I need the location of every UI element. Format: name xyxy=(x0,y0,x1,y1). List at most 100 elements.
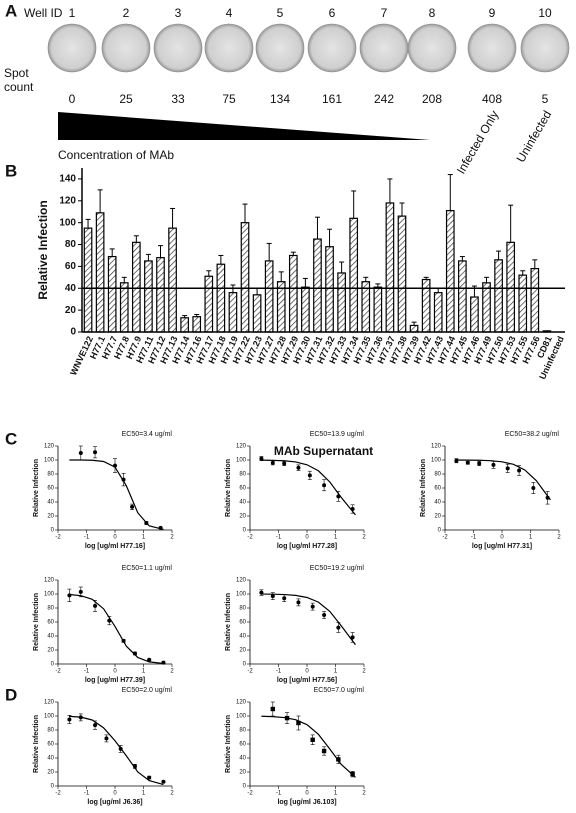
x-tick-label: 2 xyxy=(362,791,366,797)
y-tick-label: 80 xyxy=(47,472,54,478)
y-axis-label: Relative Infection xyxy=(225,593,232,651)
point xyxy=(161,660,166,665)
point xyxy=(284,715,290,721)
bar xyxy=(458,260,467,333)
x-axis-label: log [ug/ml J6.103] xyxy=(277,799,336,806)
annotation: EC50=2.0 ug/ml xyxy=(122,687,173,694)
bar xyxy=(385,202,395,333)
bar xyxy=(180,317,189,333)
well-id: 5 xyxy=(277,6,284,20)
point xyxy=(107,618,112,623)
bar xyxy=(518,274,528,333)
x-tick-label: 0 xyxy=(113,791,117,797)
point xyxy=(465,460,470,465)
x-tick-label: -2 xyxy=(55,791,61,797)
x-tick-label: -2 xyxy=(55,669,61,675)
fit-curve xyxy=(69,715,164,786)
x-tick-label: 2 xyxy=(362,669,366,675)
well-id: 9 xyxy=(489,6,496,20)
spot-count: 408 xyxy=(482,92,502,106)
point xyxy=(67,593,72,598)
y-tick-label: 60 xyxy=(47,620,54,626)
bar xyxy=(470,296,479,333)
x-tick-label: -1 xyxy=(276,535,282,541)
bar xyxy=(433,292,443,333)
y-axis-label: Relative Infection xyxy=(33,459,40,517)
well xyxy=(520,23,570,73)
bar xyxy=(337,272,346,333)
well xyxy=(153,23,203,73)
point xyxy=(132,651,137,656)
spot-count: 75 xyxy=(222,92,236,106)
point xyxy=(336,494,341,499)
point xyxy=(121,638,126,643)
well xyxy=(47,23,97,73)
point xyxy=(307,473,312,478)
fit-curve xyxy=(69,459,164,531)
panel-label: C xyxy=(5,429,17,448)
x-tick-label: 1 xyxy=(334,791,338,797)
y-axis-label: Relative Infection xyxy=(225,459,232,517)
point xyxy=(93,450,98,455)
point xyxy=(505,466,510,471)
well-id: 2 xyxy=(123,6,130,20)
y-tick-label: 0 xyxy=(438,528,442,534)
x-tick-label: -1 xyxy=(276,669,282,675)
y-tick-label: 0 xyxy=(51,528,55,534)
spot-count: 5 xyxy=(542,92,549,106)
point xyxy=(531,486,536,490)
gradient-label: Concentration of MAb xyxy=(58,148,174,162)
x-tick-label: -2 xyxy=(55,535,61,541)
y-tick-label: 80 xyxy=(239,472,246,478)
annotation: EC50=3.4 ug/ml xyxy=(122,431,173,438)
y-tick-label: 60 xyxy=(239,620,246,626)
y-tick-label: 20 xyxy=(434,514,441,520)
well-id: 6 xyxy=(329,6,336,20)
point xyxy=(104,736,109,741)
point xyxy=(350,507,355,511)
well-id: 7 xyxy=(381,6,388,20)
point xyxy=(310,604,315,609)
y-tick-label: 0 xyxy=(51,662,55,668)
y-tick-label: 120 xyxy=(431,444,442,450)
bar xyxy=(397,215,407,333)
point xyxy=(517,468,522,473)
control-label: Uninfected xyxy=(514,108,555,165)
point xyxy=(147,775,152,780)
y-tick-label: 100 xyxy=(44,592,55,598)
bar xyxy=(313,238,322,333)
point xyxy=(130,504,135,509)
fit-curve xyxy=(456,459,551,501)
y-tick-label: 60 xyxy=(239,742,246,748)
point xyxy=(270,460,275,465)
well xyxy=(101,23,151,73)
y-tick-label: 0 xyxy=(51,784,55,790)
x-tick-label: 0 xyxy=(113,669,117,675)
point xyxy=(350,771,355,777)
bar xyxy=(421,278,431,333)
well-id: 3 xyxy=(175,6,182,20)
x-tick-label: 1 xyxy=(142,791,146,797)
y-tick-label: 20 xyxy=(239,648,246,654)
point xyxy=(270,594,275,599)
point xyxy=(310,737,315,742)
well-id: 8 xyxy=(429,6,436,20)
y-tick-label: 20 xyxy=(239,770,246,776)
y-tick-label: 80 xyxy=(434,472,441,478)
annotation: EC50=7.0 ug/ml xyxy=(314,687,365,694)
y-tick-label: 60 xyxy=(47,486,54,492)
y-tick-label: 120 xyxy=(236,578,247,584)
y-axis-label: Relative Infection xyxy=(33,715,40,773)
point xyxy=(336,757,341,762)
bar xyxy=(482,282,491,333)
x-tick-label: -1 xyxy=(84,535,90,541)
well xyxy=(307,23,357,73)
point xyxy=(144,521,149,525)
point xyxy=(93,723,98,728)
y-tick-label: 20 xyxy=(47,514,54,520)
bar xyxy=(494,259,503,333)
point xyxy=(259,456,264,461)
bar xyxy=(83,227,93,333)
